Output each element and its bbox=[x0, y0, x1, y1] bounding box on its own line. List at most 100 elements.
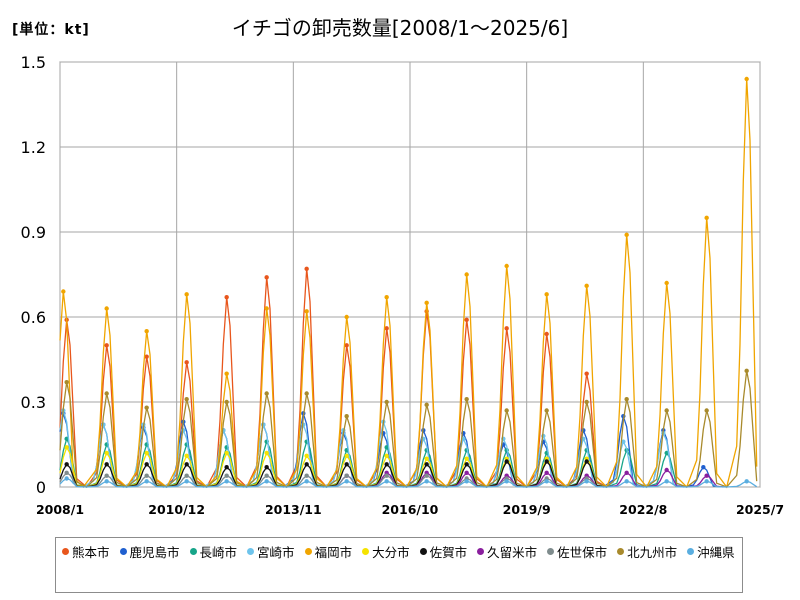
data-point bbox=[144, 450, 149, 456]
data-point bbox=[144, 354, 149, 359]
data-point bbox=[224, 450, 229, 456]
legend-marker-icon bbox=[189, 547, 197, 555]
data-point bbox=[264, 464, 269, 470]
data-point bbox=[304, 453, 309, 459]
x-tick-label: 2025/7 bbox=[736, 502, 784, 517]
data-point bbox=[664, 467, 669, 473]
legend-label: 佐世保市 bbox=[557, 544, 608, 560]
data-point bbox=[64, 445, 69, 450]
data-point bbox=[384, 445, 389, 450]
data-point bbox=[624, 479, 629, 484]
data-point bbox=[584, 399, 589, 405]
x-tick-label: 2019/9 bbox=[503, 502, 551, 517]
data-point bbox=[344, 473, 349, 478]
data-point bbox=[504, 263, 509, 269]
data-point bbox=[701, 464, 706, 470]
legend-marker-icon bbox=[119, 547, 127, 555]
legend-label: 宮崎市 bbox=[257, 544, 295, 560]
data-point bbox=[264, 473, 269, 478]
data-point bbox=[384, 462, 389, 467]
data-point bbox=[224, 399, 229, 405]
legend-label: 久留米市 bbox=[487, 544, 538, 560]
data-point bbox=[744, 479, 749, 484]
series-line bbox=[59, 370, 758, 488]
legend-marker-icon bbox=[247, 547, 255, 555]
data-point bbox=[744, 76, 749, 82]
series-line bbox=[59, 78, 758, 489]
data-point bbox=[184, 479, 189, 484]
data-point bbox=[384, 479, 389, 484]
data-point bbox=[344, 479, 349, 484]
data-point bbox=[384, 473, 389, 478]
data-point bbox=[424, 402, 429, 408]
legend-label: 沖縄県 bbox=[697, 544, 735, 560]
data-point bbox=[584, 371, 589, 376]
legend-item: 佐賀市 bbox=[419, 541, 468, 561]
data-point bbox=[544, 331, 549, 337]
data-point bbox=[304, 462, 309, 467]
legend-item: 長崎市 bbox=[189, 541, 237, 561]
data-point bbox=[144, 328, 149, 334]
data-point bbox=[384, 399, 389, 405]
data-point bbox=[264, 306, 269, 311]
data-point bbox=[304, 479, 309, 484]
data-point bbox=[344, 314, 349, 320]
data-point bbox=[744, 368, 749, 374]
legend-item: 福岡市 bbox=[304, 541, 353, 561]
data-point bbox=[464, 462, 469, 467]
legend-label: 佐賀市 bbox=[429, 544, 468, 560]
chart-legend: 熊本市 鹿児島市 長崎市 宮崎市 福岡市 大分市 佐賀市 久留米市 佐世保市 北九州市 沖縄県 bbox=[55, 537, 743, 593]
data-point bbox=[464, 272, 469, 277]
legend-item: 熊本市 bbox=[62, 541, 110, 561]
data-point bbox=[624, 396, 629, 402]
data-point bbox=[104, 473, 109, 478]
data-point bbox=[704, 473, 709, 478]
data-point bbox=[544, 459, 549, 464]
data-point bbox=[184, 462, 189, 467]
legend-label: 福岡市 bbox=[314, 544, 353, 560]
legend-label: 鹿児島市 bbox=[129, 544, 180, 560]
data-point bbox=[64, 476, 69, 481]
data-point bbox=[104, 306, 109, 311]
y-tick-label: 0.3 bbox=[21, 393, 46, 412]
data-point bbox=[144, 479, 149, 484]
data-point bbox=[144, 462, 149, 467]
data-point bbox=[344, 453, 349, 459]
data-point bbox=[224, 464, 229, 470]
y-tick-label: 1.2 bbox=[21, 138, 46, 157]
data-point bbox=[704, 408, 709, 413]
y-tick-label: 0.9 bbox=[21, 223, 46, 242]
data-point bbox=[464, 396, 469, 402]
data-point bbox=[664, 479, 669, 484]
x-tick-label: 2016/10 bbox=[382, 502, 439, 517]
data-point bbox=[504, 408, 509, 413]
legend-label: 大分市 bbox=[372, 544, 410, 560]
legend-item: 佐世保市 bbox=[547, 541, 607, 561]
data-point bbox=[504, 326, 509, 331]
x-tick-label: 2013/11 bbox=[265, 502, 322, 517]
data-point bbox=[544, 408, 549, 413]
data-point bbox=[64, 462, 69, 467]
legend-marker-icon bbox=[547, 547, 555, 555]
legend-marker-icon bbox=[687, 547, 695, 555]
data-point bbox=[104, 450, 109, 456]
legend-label: 北九州市 bbox=[627, 544, 678, 560]
data-point bbox=[64, 379, 69, 385]
data-point bbox=[224, 479, 229, 484]
data-point bbox=[184, 360, 189, 365]
data-point bbox=[304, 309, 309, 314]
data-point bbox=[344, 462, 349, 467]
data-point bbox=[424, 462, 429, 467]
x-tick-label: 2008/1 bbox=[36, 502, 84, 517]
data-point bbox=[184, 396, 189, 402]
x-tick-label: 2022/8 bbox=[619, 502, 667, 517]
series-line bbox=[59, 477, 758, 488]
data-point bbox=[464, 479, 469, 484]
data-point bbox=[624, 232, 629, 238]
data-point bbox=[344, 413, 349, 419]
data-point bbox=[584, 459, 589, 464]
data-point bbox=[264, 450, 269, 456]
legend-marker-icon bbox=[62, 547, 69, 555]
data-point bbox=[664, 280, 669, 286]
data-point bbox=[61, 289, 66, 294]
